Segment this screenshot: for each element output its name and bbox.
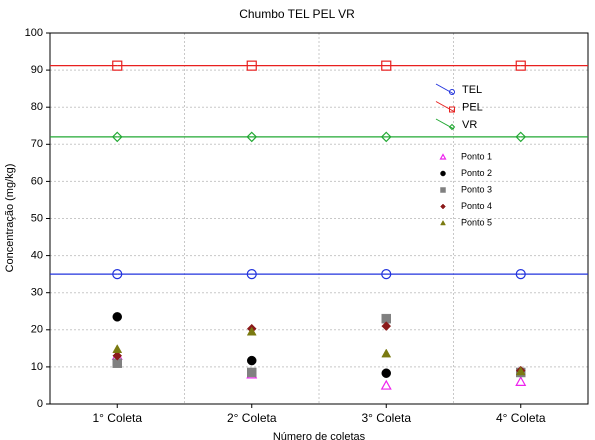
legend-label: PEL bbox=[462, 101, 483, 113]
data-point bbox=[515, 269, 526, 280]
data-point bbox=[112, 350, 123, 361]
data-point bbox=[112, 312, 122, 322]
data-point bbox=[381, 269, 392, 280]
y-tick-label: 40 bbox=[31, 250, 43, 262]
legend-line bbox=[435, 118, 455, 130]
legend-label: TEL bbox=[462, 84, 482, 96]
data-point bbox=[381, 368, 391, 378]
marker bbox=[440, 203, 446, 210]
data-point bbox=[111, 131, 123, 143]
y-tick-label: 90 bbox=[31, 64, 43, 76]
y-tick-label: 50 bbox=[31, 212, 43, 224]
legend-label: Ponto 2 bbox=[461, 168, 492, 178]
legend-line bbox=[435, 83, 455, 95]
marker bbox=[440, 187, 446, 193]
data-point bbox=[515, 60, 526, 71]
x-tick-label: 4° Coleta bbox=[496, 411, 546, 425]
data-point bbox=[246, 269, 257, 280]
x-tick-label: 3° Coleta bbox=[362, 411, 412, 425]
data-point bbox=[247, 367, 257, 378]
data-point bbox=[381, 321, 392, 331]
data-point bbox=[112, 344, 123, 353]
legend-label: Ponto 5 bbox=[461, 217, 492, 227]
data-point bbox=[381, 60, 392, 71]
legend-label: Ponto 4 bbox=[461, 201, 492, 211]
y-tick-label: 60 bbox=[31, 175, 43, 187]
marker bbox=[439, 153, 447, 160]
data-point bbox=[515, 376, 527, 386]
x-tick-label: 2° Coleta bbox=[227, 411, 277, 425]
y-tick-label: 20 bbox=[31, 324, 43, 336]
y-axis-label: Concentração (mg/kg) bbox=[4, 164, 16, 273]
y-tick-label: 80 bbox=[31, 101, 43, 113]
data-point bbox=[246, 131, 258, 143]
data-point bbox=[112, 60, 123, 71]
data-point bbox=[246, 326, 257, 336]
legend-line bbox=[435, 101, 455, 112]
marker bbox=[448, 123, 456, 131]
data-point bbox=[515, 366, 526, 376]
marker bbox=[449, 89, 455, 95]
y-tick-label: 70 bbox=[31, 138, 43, 150]
data-point bbox=[247, 355, 257, 366]
data-point bbox=[246, 60, 257, 71]
marker bbox=[440, 219, 446, 226]
data-point bbox=[380, 379, 392, 390]
x-tick-label: 1° Coleta bbox=[93, 411, 143, 425]
data-point bbox=[381, 348, 392, 358]
y-tick-label: 100 bbox=[25, 27, 43, 39]
legend-label: VR bbox=[462, 119, 477, 131]
marker bbox=[449, 106, 455, 113]
y-tick-label: 30 bbox=[31, 287, 43, 299]
y-tick-label: 10 bbox=[31, 361, 43, 373]
chart-title: Chumbo TEL PEL VR bbox=[239, 7, 355, 21]
legend-label: Ponto 3 bbox=[461, 184, 492, 194]
marker bbox=[440, 170, 446, 177]
data-point bbox=[112, 269, 123, 280]
y-tick-label: 0 bbox=[37, 398, 43, 410]
data-point bbox=[380, 131, 392, 143]
x-axis-label: Número de coletas bbox=[273, 431, 366, 440]
legend-label: Ponto 1 bbox=[461, 151, 492, 161]
data-point bbox=[515, 131, 527, 143]
